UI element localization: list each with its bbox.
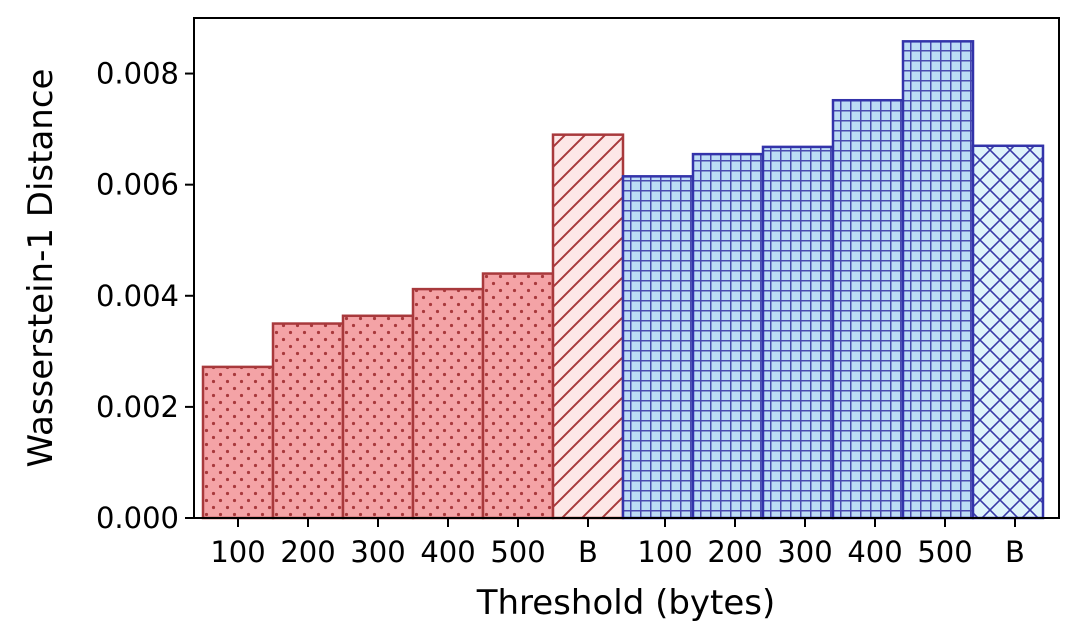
y-tick-label: 0.000 [96,501,179,535]
bar-group2-300 [761,145,835,520]
bar-group1-400 [411,287,485,520]
x-tick-label: 400 [420,535,475,569]
bar-group2-400 [831,98,905,520]
y-tick-label: 0.008 [96,57,179,91]
x-tick-label: 300 [777,535,832,569]
x-tick-label: 500 [490,535,545,569]
y-tick-label: 0.002 [96,390,179,424]
x-axis-label: Threshold (bytes) [476,583,776,623]
bar-group2-500 [901,40,975,520]
bar-group1-500 [481,272,555,520]
x-tick-label: 500 [917,535,972,569]
bar-group2-B [971,144,1045,520]
x-tick-label: 100 [210,535,265,569]
x-tick-label: 100 [637,535,692,569]
bar-group2-100 [621,175,695,520]
bar-group1-300 [341,314,415,520]
bar-group1-100 [201,365,275,520]
x-tick-label: 200 [707,535,762,569]
y-axis: 0.000 0.002 0.004 0.006 0.008 [96,57,194,535]
bars-layer [201,40,1045,520]
y-tick-label: 0.006 [96,168,179,202]
bar-group1-B [551,133,625,520]
y-axis-label: Wasserstein-1 Distance [21,69,61,468]
bar-group1-200 [271,322,345,520]
y-tick-label: 0.004 [96,279,179,313]
x-tick-label: 200 [280,535,335,569]
bar-group2-200 [691,152,765,520]
x-axis: 100 200 300 400 500 B 100 200 300 400 500 B [210,518,1025,569]
plot-frame [193,17,1060,519]
x-tick-label: 300 [350,535,405,569]
x-tick-label: 400 [847,535,902,569]
x-tick-label: B [578,535,598,569]
x-tick-label: B [1005,535,1025,569]
